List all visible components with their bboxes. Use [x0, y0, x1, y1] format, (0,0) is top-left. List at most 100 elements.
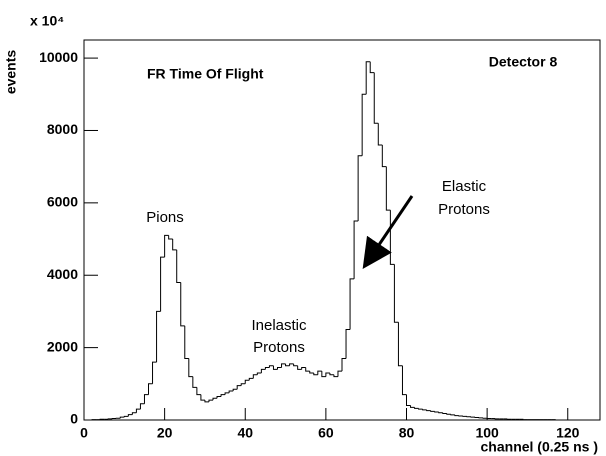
histogram-bin [313, 372, 318, 376]
histogram-bin [216, 395, 222, 399]
histogram-bin [268, 365, 274, 368]
histogram-bin [397, 322, 403, 367]
histogram-bin [373, 72, 379, 124]
x-tick-label: 60 [318, 425, 334, 441]
histogram-bin [446, 413, 451, 415]
histogram-bin [389, 210, 395, 265]
histogram-bin [252, 374, 258, 379]
histogram-bin [418, 408, 423, 410]
histogram-bin [236, 385, 242, 390]
histogram-bin [244, 379, 250, 384]
annotation: Elastic [442, 178, 487, 195]
annotation: Protons [438, 201, 490, 218]
histogram-bin [329, 372, 334, 376]
histogram-bin [365, 61, 371, 95]
histogram-bin [248, 377, 254, 381]
histogram-bin [285, 363, 290, 367]
histogram-bin [196, 387, 201, 396]
histogram-bin [277, 367, 282, 370]
histogram-bin [204, 400, 209, 403]
histogram-bin [228, 390, 234, 393]
y-tick-label: 10000 [39, 49, 78, 65]
histogram-bin [143, 394, 149, 404]
histogram-bin [208, 399, 213, 402]
histogram-bin [131, 412, 137, 415]
histogram-bin [450, 414, 455, 416]
histogram-bin [305, 367, 310, 372]
histogram-bin [406, 394, 411, 407]
histogram-bin [220, 394, 226, 397]
histogram-bin [410, 405, 415, 408]
histogram-bin [325, 372, 330, 377]
histogram-bin [119, 416, 125, 419]
histogram-bin [337, 370, 342, 377]
histogram-bin [393, 264, 399, 323]
x-tick-label: 40 [237, 425, 253, 441]
histogram-bin [184, 325, 189, 359]
histogram-bin [172, 239, 177, 251]
histogram-bin [401, 365, 407, 396]
arrow [362, 195, 414, 269]
histogram-bin [192, 376, 197, 388]
histogram-bin [180, 282, 185, 327]
histogram-bin [281, 363, 286, 368]
histogram-bin [369, 61, 375, 74]
histogram-bin [377, 123, 383, 146]
x-tick-label: 120 [556, 425, 580, 441]
histogram-bin [309, 371, 314, 374]
histogram-bin [123, 415, 129, 418]
histogram-bin [301, 367, 306, 370]
x-axis-label: channel (0.25 ns ) [481, 439, 598, 455]
histogram-bin [321, 371, 326, 378]
histogram-bin [422, 409, 427, 411]
plot-frame [83, 39, 601, 421]
histogram-bin [414, 407, 419, 409]
x-tick-label: 100 [475, 425, 499, 441]
histogram-bin [264, 367, 270, 370]
annotation: Pions [146, 209, 184, 226]
histogram-bin [200, 394, 205, 401]
histogram-bin [438, 412, 443, 414]
histogram-bin [357, 155, 363, 221]
chart-title: FR Time Of Flight [147, 66, 264, 82]
histogram-bin [152, 361, 157, 384]
histogram-bin [168, 235, 173, 240]
histogram-bin [434, 411, 439, 413]
histogram-bin [353, 220, 359, 279]
histogram-bin [156, 310, 161, 363]
y-tick-label: 6000 [47, 194, 78, 210]
histogram-bin [240, 383, 246, 386]
histogram-bin [135, 408, 141, 413]
y-axis-label: events [3, 50, 19, 95]
histogram-bin [349, 278, 355, 330]
histogram-bin [212, 397, 218, 401]
histogram-bin [164, 234, 169, 258]
histogram-bin [293, 363, 298, 367]
histogram-bin [188, 358, 193, 378]
histogram-bin [426, 409, 431, 412]
histogram-bin [232, 388, 238, 392]
histogram-bin [345, 329, 351, 359]
histogram-bin [260, 368, 266, 373]
y-tick-label: 8000 [47, 121, 78, 137]
histogram-bin [148, 383, 153, 395]
histogram-bin [139, 403, 145, 410]
histogram-bin [385, 166, 391, 211]
histogram-bin [127, 414, 133, 417]
x-tick-label: 0 [80, 425, 88, 441]
histogram-bin [160, 256, 165, 312]
histogram-bin [341, 357, 347, 372]
histogram-bin [454, 414, 459, 417]
histogram-bin [333, 374, 338, 378]
multiplier: x 10⁴ [30, 13, 64, 29]
annotation: Inelastic [251, 317, 307, 334]
x-tick-label: 20 [157, 425, 173, 441]
x-tick-label: 80 [399, 425, 415, 441]
histogram-bin [317, 370, 322, 375]
histogram-bin [289, 363, 294, 366]
histogram-bin [361, 93, 367, 156]
histogram-bin [224, 392, 230, 395]
histogram-bin [297, 365, 302, 370]
histogram-bin [256, 372, 262, 375]
